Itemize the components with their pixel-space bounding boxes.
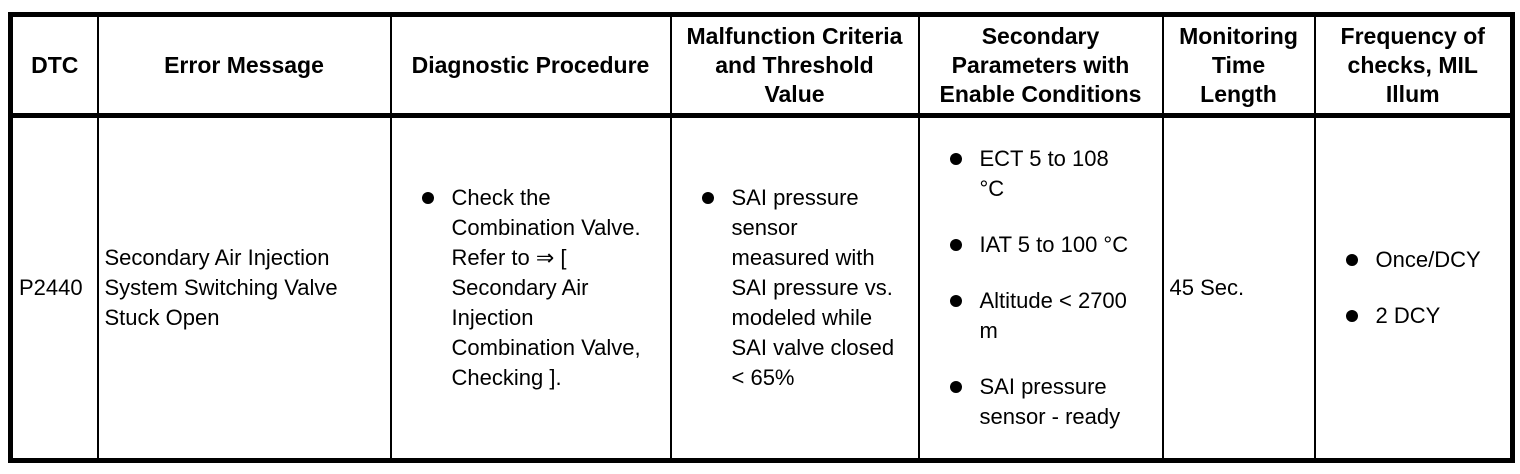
cell-diagnostic-procedure: Check the Combination Valve. Refer to ⇒ … [389,114,672,462]
list-item-text: SAI pressure sensor measured with SAI pr… [731,185,895,390]
column-header-frequency-of-checks: Frequency of checks, MIL Illum [1313,13,1514,118]
list-item: IAT 5 to 100 °C [949,230,1154,260]
cell-monitoring-time-length: 45 Sec. [1161,114,1316,462]
list-item-text: Check the Combination Valve. Refer to ⇒ … [451,185,641,390]
cell-frequency-of-checks: Once/DCY 2 DCY [1313,114,1514,462]
cell-error-message: Secondary Air Injection System Switching… [96,114,392,462]
cell-malfunction-criteria: SAI pressure sensor measured with SAI pr… [669,114,920,462]
diagnostic-trouble-code-table: DTC Error Message Diagnostic Procedure M… [8,12,1515,463]
bullet-icon [949,153,962,165]
list-item-text: 2 DCY [1375,303,1441,328]
list-item: ECT 5 to 108 °C [949,144,1154,204]
list-item: Altitude < 2700 m [949,286,1154,346]
list-item: Check the Combination Valve. Refer to ⇒ … [421,183,662,393]
secondary-parameters-list: ECT 5 to 108 °C IAT 5 to 100 °C Altitude… [926,144,1154,432]
cell-secondary-parameters: ECT 5 to 108 °C IAT 5 to 100 °C Altitude… [917,114,1164,462]
table-row-p2440: P2440 Secondary Air Injection System Swi… [9,114,1514,462]
diagnostic-procedure-list: Check the Combination Valve. Refer to ⇒ … [398,183,662,393]
dtc-code: P2440 [19,275,83,300]
table-header: DTC Error Message Diagnostic Procedure M… [9,13,1514,118]
column-header-diagnostic-procedure: Diagnostic Procedure [389,13,672,118]
bullet-icon [949,381,962,393]
column-header-dtc: DTC [9,13,99,118]
bullet-icon [701,192,714,204]
list-item-text: ECT 5 to 108 °C [979,146,1109,201]
column-header-error-message: Error Message [96,13,392,118]
error-message-text: Secondary Air Injection System Switching… [104,245,338,330]
column-header-secondary-parameters: Secondary Parameters with Enable Conditi… [917,13,1164,118]
list-item-text: IAT 5 to 100 °C [979,232,1129,257]
bullet-icon [421,192,434,204]
list-item: 2 DCY [1345,301,1503,331]
list-item: SAI pressure sensor - ready [949,372,1154,432]
list-item: SAI pressure sensor measured with SAI pr… [701,183,910,393]
header-row: DTC Error Message Diagnostic Procedure M… [9,13,1514,118]
list-item-text: Once/DCY [1375,247,1481,272]
list-item: Once/DCY [1345,245,1503,275]
bullet-icon [1345,254,1358,266]
list-item-text: Altitude < 2700 m [979,288,1127,343]
cell-dtc: P2440 [9,114,99,462]
table-body: P2440 Secondary Air Injection System Swi… [9,114,1514,462]
bullet-icon [1345,310,1358,322]
malfunction-criteria-list: SAI pressure sensor measured with SAI pr… [678,183,910,393]
monitoring-time-text: 45 Sec. [1169,275,1245,300]
bullet-icon [949,295,962,307]
column-header-monitoring-time-length: Monitoring Time Length [1161,13,1316,118]
list-item-text: SAI pressure sensor - ready [979,374,1121,429]
bullet-icon [949,239,962,251]
column-header-malfunction-criteria: Malfunction Criteria and Threshold Value [669,13,920,118]
frequency-list: Once/DCY 2 DCY [1322,245,1503,331]
